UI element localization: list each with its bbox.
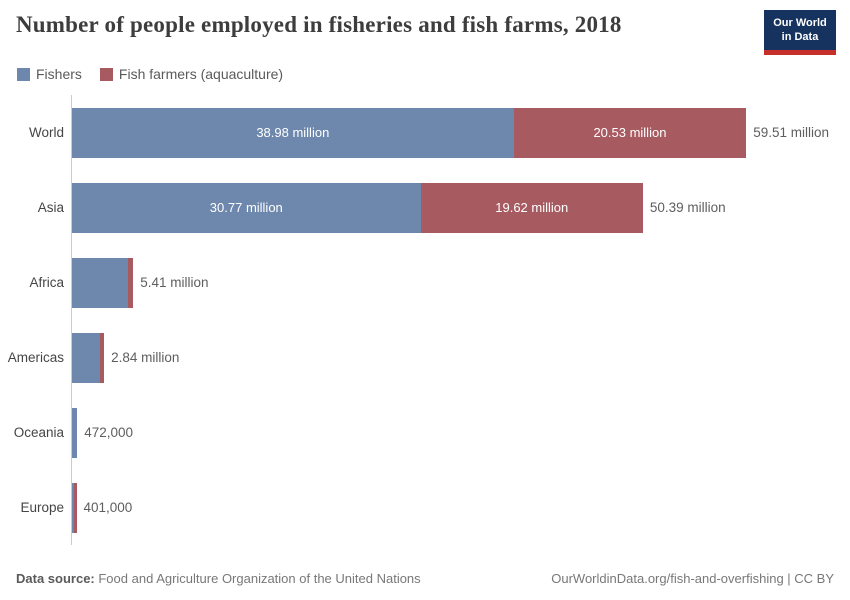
chart-row-world: 38.98 million 20.53 million 59.51 million [72,95,840,170]
bar-segment-fish-farmers [99,332,105,383]
bar-value-label: 38.98 million [256,125,330,140]
bar-segment-fishers: 30.77 million [72,182,421,233]
stacked-bar [72,332,105,383]
bar-segment-fishers [72,257,129,308]
data-source-note: Data source: Food and Agriculture Organi… [16,571,421,586]
chart-row-americas: 2.84 million [72,320,840,395]
data-source-label: Data source: [16,571,95,586]
legend-item-fish-farmers: Fish farmers (aquaculture) [99,66,284,82]
bar-value-label: 30.77 million [209,200,283,215]
chart-footer: Data source: Food and Agriculture Organi… [16,571,834,586]
owid-logo: Our World in Data [764,10,836,55]
bar-value-label: 20.53 million [593,125,667,140]
chart-row-oceania: 472,000 [72,395,840,470]
stacked-bar [72,407,78,458]
stacked-bar: 38.98 million 20.53 million [72,107,747,158]
chart-row-africa: 5.41 million [72,245,840,320]
plot-area: 38.98 million 20.53 million 59.51 million 3… [71,95,840,545]
bar-segment-fish-farmers [74,482,77,533]
bar-segment-fish-farmers: 20.53 million [513,107,747,158]
bar-segment-fish-farmers: 19.62 million [420,182,643,233]
bar-total-label: 472,000 [84,425,134,440]
category-labels-column: World Asia Africa Americas Oceania Europe [7,95,71,545]
bar-total-label: 50.39 million [649,200,726,215]
bar-total-label: 2.84 million [111,350,180,365]
chart-title: Number of people employed in fisheries a… [16,12,622,37]
data-source-text: Food and Agriculture Organization of the… [94,571,421,586]
bar-chart: World Asia Africa Americas Oceania Europe 38.… [7,95,840,545]
bar-segment-fish-farmers [128,257,134,308]
legend: Fishers Fish farmers (aquaculture) [17,66,283,82]
bar-segment-fishers [72,482,75,533]
stacked-bar [72,257,134,308]
bar-segment-fishers: 38.98 million [72,107,514,158]
legend-item-label: Fish farmers (aquaculture) [118,66,284,82]
row-label-americas: Americas [7,350,64,365]
chart-row-europe: 401,000 [72,470,840,545]
stacked-bar: 30.77 million 19.62 million [72,182,643,233]
legend-item-label: Fishers [36,66,82,82]
row-label-oceania: Oceania [13,425,64,440]
row-label-europe: Europe [20,500,64,515]
bar-total-label: 401,000 [83,500,133,515]
owid-logo-line2: in Data [781,31,819,44]
bar-segment-fishers [72,332,100,383]
chart-row-asia: 30.77 million 19.62 million 50.39 million [72,170,840,245]
legend-item-fishers: Fishers [17,66,82,82]
row-label-africa: Africa [29,275,64,290]
row-label-asia: Asia [37,200,64,215]
owid-logo-line1: Our World [773,17,827,29]
stacked-bar [72,482,77,533]
bar-segment-fishers [72,407,78,458]
legend-swatch-icon [17,67,30,81]
credit-note: OurWorldinData.org/fish-and-overfishing … [551,571,834,586]
bar-value-label: 19.62 million [495,200,569,215]
bar-total-label: 5.41 million [140,275,209,290]
row-label-world: World [28,125,64,140]
legend-swatch-icon [99,67,113,81]
bar-total-label: 59.51 million [753,125,830,140]
